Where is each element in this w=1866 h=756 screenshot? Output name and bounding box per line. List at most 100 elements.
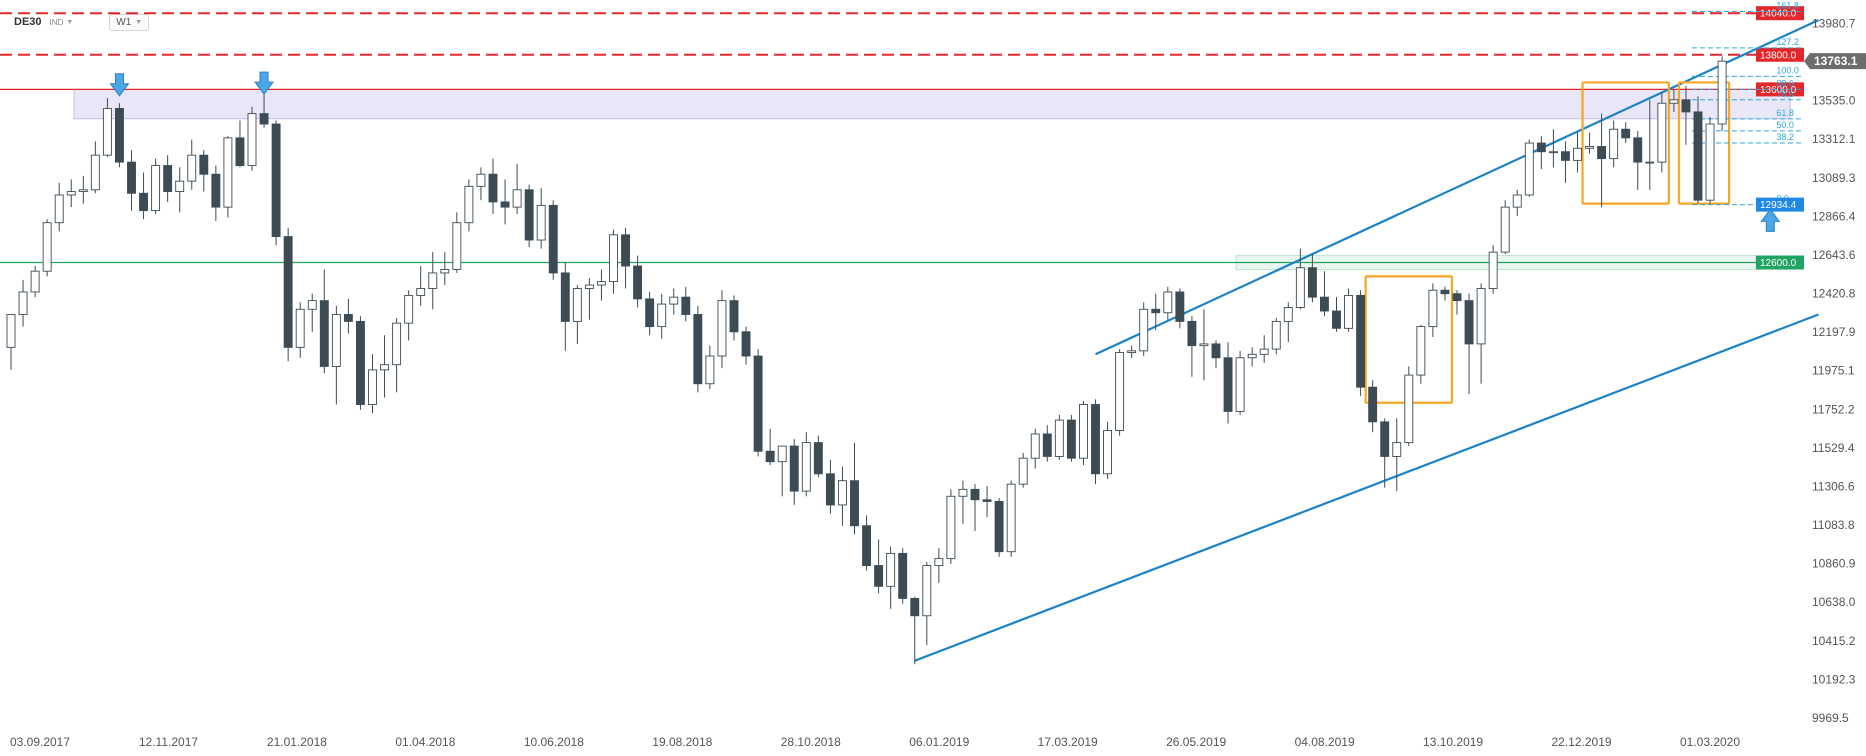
y-tick-label: 10415.2 xyxy=(1812,634,1856,648)
candle xyxy=(512,163,522,215)
level-tag: 14040.0 xyxy=(1756,6,1804,21)
candle-body xyxy=(1042,433,1052,457)
candle-body xyxy=(1175,291,1185,322)
candle-body xyxy=(151,165,161,212)
candle xyxy=(1042,425,1052,462)
candle-body xyxy=(464,185,474,224)
candle-body xyxy=(500,201,510,208)
candle-body xyxy=(66,191,76,196)
candle xyxy=(30,265,40,298)
candle xyxy=(331,305,341,405)
candle-body xyxy=(54,194,64,224)
y-tick-label: 11306.6 xyxy=(1812,479,1855,493)
candle-body xyxy=(1163,291,1173,314)
candle-body xyxy=(1681,99,1691,113)
candle xyxy=(1440,286,1450,301)
candle xyxy=(1187,316,1197,377)
chevron-down-icon: ▼ xyxy=(66,18,74,26)
candle xyxy=(1621,122,1631,144)
candle xyxy=(343,298,353,334)
candle-body xyxy=(295,308,305,348)
candle-body xyxy=(392,322,402,366)
level-tag-bg xyxy=(1756,255,1804,270)
candle xyxy=(283,227,293,362)
resistance-zone xyxy=(73,88,1791,120)
candle-body xyxy=(1115,352,1125,431)
candle xyxy=(1633,130,1643,190)
candle-body xyxy=(1693,111,1703,201)
candle xyxy=(801,432,811,497)
candle-body xyxy=(1404,374,1414,444)
candle-body xyxy=(235,137,245,167)
x-tick-label: 19.08.2018 xyxy=(652,735,712,749)
candle xyxy=(464,179,474,232)
candle-body xyxy=(982,499,992,502)
candle-body xyxy=(1151,308,1161,314)
candle xyxy=(488,158,498,215)
candle xyxy=(1271,317,1281,355)
fib-level-label: 161.8 xyxy=(1776,0,1799,10)
candle xyxy=(211,165,221,221)
candle xyxy=(319,269,329,374)
candle-body xyxy=(30,270,40,293)
y-tick-label: 13312.1 xyxy=(1812,132,1856,146)
timeframe-label: W1 xyxy=(116,16,132,28)
candle xyxy=(1428,283,1438,337)
candle xyxy=(1163,286,1173,320)
x-tick-label: 03.09.2017 xyxy=(10,735,70,749)
candle xyxy=(789,439,799,505)
candle xyxy=(1392,418,1402,492)
candle xyxy=(825,459,835,514)
candle-body xyxy=(729,300,739,333)
market-selector[interactable]: IND ▼ xyxy=(50,18,74,27)
candle xyxy=(524,184,534,247)
candle-body xyxy=(1139,308,1149,352)
fib-level-label: 78.6 xyxy=(1776,89,1794,99)
candle-body xyxy=(1018,457,1028,485)
x-tick-label: 06.01.2019 xyxy=(909,735,969,749)
candle-body xyxy=(1295,267,1305,308)
candle xyxy=(54,182,64,232)
candle xyxy=(874,539,884,594)
candle xyxy=(850,442,859,535)
candle-body xyxy=(307,300,317,310)
candle xyxy=(717,290,727,369)
candle xyxy=(657,293,667,339)
candle xyxy=(609,229,618,294)
candle-body xyxy=(1621,128,1631,139)
candle-body xyxy=(1633,137,1643,163)
candle-body xyxy=(669,296,679,305)
candle-body xyxy=(584,284,594,289)
candle-body xyxy=(127,161,136,194)
candle xyxy=(1235,350,1245,415)
candle-body xyxy=(1548,151,1558,154)
candle xyxy=(1319,271,1329,317)
x-tick-label: 22.12.2019 xyxy=(1552,735,1612,749)
candle xyxy=(78,175,88,204)
candle xyxy=(356,316,365,410)
level-tag-label: 14040.0 xyxy=(1760,9,1797,20)
y-tick-label: 13535.0 xyxy=(1812,94,1856,108)
candle xyxy=(1199,309,1209,381)
current-price-tag-bg xyxy=(1804,53,1866,70)
candle xyxy=(1078,401,1088,466)
candle xyxy=(838,466,847,526)
candle-body xyxy=(1235,357,1245,412)
candle-body xyxy=(331,314,341,367)
candle xyxy=(18,279,28,327)
candle-body xyxy=(512,189,522,208)
candle xyxy=(127,149,136,211)
candle-body xyxy=(187,154,197,182)
candle-body xyxy=(910,597,920,617)
candle xyxy=(1452,290,1462,315)
candle xyxy=(1295,248,1305,310)
candle-body xyxy=(416,288,426,296)
symbol-label[interactable]: DE30 xyxy=(14,16,42,28)
y-tick-label: 12420.8 xyxy=(1812,287,1856,301)
x-tick-label: 04.08.2019 xyxy=(1295,735,1355,749)
candle xyxy=(1560,141,1570,183)
candle xyxy=(922,562,932,646)
candle-body xyxy=(1380,421,1390,457)
candle-body xyxy=(1211,343,1221,359)
